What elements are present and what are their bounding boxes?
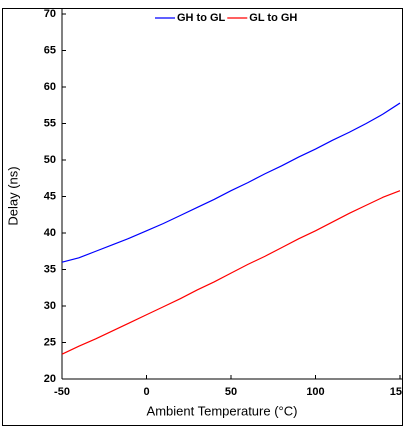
y-axis-title: Delay (ns) <box>5 166 20 225</box>
y-tick-label: 65 <box>44 44 56 56</box>
x-tick-label: 0 <box>143 386 149 398</box>
y-tick-label: 25 <box>44 336 56 348</box>
y-tick-label: 45 <box>44 190 56 202</box>
y-tick-label: 30 <box>44 300 56 312</box>
y-tick-label: 35 <box>44 263 56 275</box>
series-line <box>61 102 401 263</box>
legend-label: GH to GL <box>177 12 226 24</box>
legend-label: GL to GH <box>249 12 297 24</box>
y-tick-label: 60 <box>44 81 56 93</box>
y-tick-label: 70 <box>44 8 56 20</box>
outer-frame <box>2 8 403 426</box>
y-tick-label: 40 <box>44 227 56 239</box>
x-axis-title: Ambient Temperature (°C) <box>147 403 298 418</box>
y-tick-label: 50 <box>44 154 56 166</box>
y-tick-label: 55 <box>44 117 56 129</box>
x-tick-label: 50 <box>225 386 237 398</box>
x-tick-label: 15 <box>390 386 402 398</box>
y-tick-label: 20 <box>44 373 56 385</box>
x-tick-label: -50 <box>54 386 70 398</box>
x-tick-label: 100 <box>306 386 324 398</box>
series-line <box>61 190 401 355</box>
